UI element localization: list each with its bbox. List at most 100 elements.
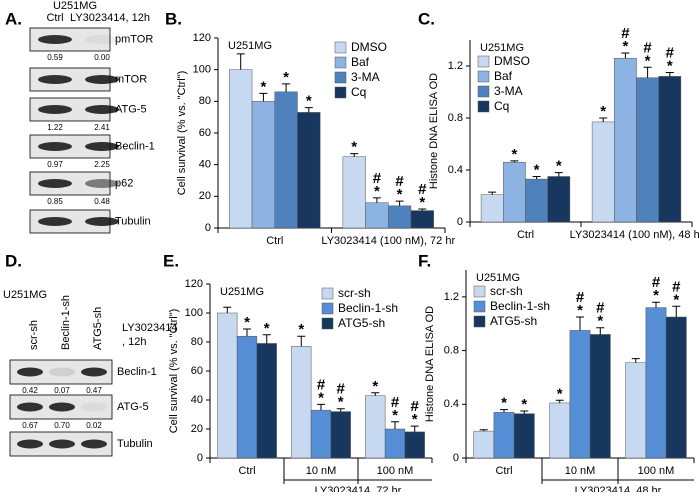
subtitle: U251MG: [476, 272, 520, 284]
band: [49, 367, 75, 377]
quantification: 1.22: [47, 123, 63, 132]
legend-label: Cq: [351, 85, 366, 99]
error-bar: [652, 301, 660, 308]
row-label: Tubulin: [115, 215, 151, 227]
lane-label: scr-sh: [28, 320, 40, 350]
panel-letter: E.: [163, 251, 179, 270]
error-bar: [510, 160, 519, 163]
error-bar: [596, 327, 605, 335]
bar: [591, 121, 615, 223]
legend-swatch: [473, 315, 486, 328]
error-bar: [317, 403, 325, 411]
panel-letter: B.: [165, 9, 182, 28]
quantification: 0.07: [54, 386, 70, 395]
quantification: 0.47: [86, 386, 102, 395]
quantification: 0.67: [22, 421, 38, 430]
quantification: 0.97: [47, 160, 63, 169]
bar: [658, 76, 682, 223]
y-axis-label: Histone DNA ELISA OD: [424, 306, 436, 422]
lane-label: Ctrl: [46, 12, 63, 24]
band: [85, 105, 119, 114]
bar: [404, 431, 425, 459]
cell-line: U251MG: [53, 0, 97, 12]
significance-marker: # *: [395, 173, 404, 203]
x-tick-label: Ctrl: [238, 465, 255, 477]
legend-swatch: [477, 100, 490, 113]
x-tick-label: 10 nM: [306, 465, 337, 477]
y-tick-label: 0.8: [448, 112, 463, 124]
y-tick-label: 100: [185, 307, 203, 319]
significance-marker: *: [372, 378, 378, 395]
band: [38, 217, 72, 226]
y-tick-label: 1.2: [448, 60, 463, 72]
cell-line: U251MG: [3, 289, 47, 301]
bar: [274, 91, 298, 229]
y-tick-label: 0.8: [444, 344, 459, 356]
band: [85, 142, 119, 151]
panel-letter: A.: [5, 9, 22, 28]
quantification: 0.42: [22, 386, 38, 395]
legend-label: Baf: [494, 69, 513, 83]
y-tick-label: 40: [199, 159, 211, 171]
y-tick-label: 0: [457, 216, 463, 228]
significance-marker: # *: [373, 170, 382, 200]
bar: [525, 178, 548, 223]
band: [17, 367, 43, 377]
significance-marker: *: [600, 103, 606, 120]
quantification: 0.02: [86, 421, 102, 430]
bar: [625, 362, 647, 459]
x-tick-label: Ctrl: [517, 229, 534, 241]
bar: [365, 202, 389, 229]
bar: [473, 430, 495, 459]
significance-marker: *: [264, 320, 270, 337]
row-label: Beclin-1: [115, 140, 155, 152]
bar: [330, 411, 351, 459]
error-bar: [576, 316, 584, 331]
legend-label: ATG5-sh: [490, 314, 537, 328]
y-tick-label: 0: [205, 222, 211, 234]
bar: [217, 312, 238, 459]
x-tick-label: 10 nM: [565, 465, 596, 477]
band: [17, 439, 43, 449]
lane-label: LY3023414, 12h: [70, 12, 150, 24]
significance-marker: *: [521, 396, 527, 413]
legend-label: 3-MA: [494, 84, 523, 98]
bar: [547, 176, 571, 223]
quantification: 0.85: [47, 197, 63, 206]
legend-label: Beclin-1-sh: [490, 299, 550, 313]
error-bar: [418, 208, 427, 211]
band: [49, 439, 75, 449]
y-tick-label: 0: [197, 452, 203, 464]
legend-label: 3-MA: [351, 70, 380, 84]
y-tick-label: 0.4: [448, 164, 463, 176]
error-bar: [395, 200, 404, 206]
y-tick-label: 40: [191, 394, 203, 406]
bar: [569, 330, 591, 459]
bar: [236, 335, 258, 459]
error-bar: [555, 399, 564, 403]
bar: [310, 409, 332, 459]
bar: [384, 428, 406, 459]
bar: [229, 69, 253, 229]
legend-label: Beclin-1-sh: [338, 301, 398, 315]
bar: [365, 395, 386, 459]
bar: [251, 101, 276, 229]
error-bar: [479, 429, 488, 432]
error-bar: [643, 66, 652, 78]
error-bar: [621, 52, 630, 59]
error-bar: [297, 335, 306, 347]
y-tick-label: 120: [193, 32, 211, 44]
x-tick-label: Ctrl: [266, 235, 283, 247]
lane-label: Beclin-1-sh: [60, 295, 72, 350]
significance-marker: *: [557, 385, 563, 402]
error-bar: [259, 92, 268, 102]
significance-marker: # *: [411, 398, 420, 428]
quantification: 2.41: [94, 123, 110, 132]
x-tick-label: Ctrl: [495, 465, 512, 477]
error-bar: [391, 421, 399, 429]
error-bar: [304, 107, 313, 113]
y-tick-label: 80: [191, 336, 203, 348]
x-tick-label: LY3023414 (100 nM), 72 hr: [321, 235, 455, 247]
y-tick-label: 100: [193, 64, 211, 76]
bar: [614, 57, 637, 223]
